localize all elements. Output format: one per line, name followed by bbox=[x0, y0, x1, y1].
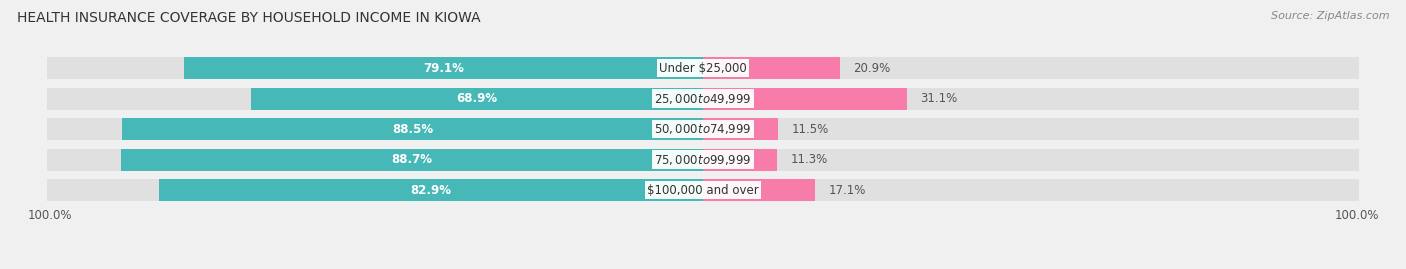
Text: 79.1%: 79.1% bbox=[423, 62, 464, 75]
Text: 11.5%: 11.5% bbox=[792, 123, 828, 136]
Text: Under $25,000: Under $25,000 bbox=[659, 62, 747, 75]
Text: 88.7%: 88.7% bbox=[391, 153, 433, 166]
Bar bbox=[703, 148, 1360, 171]
Text: $75,000 to $99,999: $75,000 to $99,999 bbox=[654, 153, 752, 167]
Bar bbox=[703, 118, 1360, 140]
Text: 100.0%: 100.0% bbox=[27, 209, 72, 222]
Text: $25,000 to $49,999: $25,000 to $49,999 bbox=[654, 92, 752, 106]
Bar bbox=[703, 179, 1360, 201]
Text: 88.5%: 88.5% bbox=[392, 123, 433, 136]
Text: 11.3%: 11.3% bbox=[790, 153, 828, 166]
Bar bbox=[703, 88, 1360, 110]
Bar bbox=[46, 179, 703, 201]
Bar bbox=[703, 179, 815, 201]
Text: $50,000 to $74,999: $50,000 to $74,999 bbox=[654, 122, 752, 136]
Text: 20.9%: 20.9% bbox=[853, 62, 890, 75]
Text: 17.1%: 17.1% bbox=[828, 183, 866, 197]
Text: 100.0%: 100.0% bbox=[1334, 209, 1379, 222]
Bar bbox=[703, 57, 841, 79]
Bar bbox=[703, 88, 907, 110]
Bar bbox=[703, 118, 779, 140]
Bar bbox=[46, 57, 703, 79]
Bar bbox=[122, 118, 703, 140]
Bar bbox=[121, 148, 703, 171]
Bar bbox=[250, 88, 703, 110]
Text: 31.1%: 31.1% bbox=[920, 92, 957, 105]
Bar bbox=[184, 57, 703, 79]
Text: 82.9%: 82.9% bbox=[411, 183, 451, 197]
Bar bbox=[46, 88, 703, 110]
Bar bbox=[46, 148, 703, 171]
Bar bbox=[46, 118, 703, 140]
Bar bbox=[159, 179, 703, 201]
Text: Source: ZipAtlas.com: Source: ZipAtlas.com bbox=[1271, 11, 1389, 21]
Text: $100,000 and over: $100,000 and over bbox=[647, 183, 759, 197]
Text: 68.9%: 68.9% bbox=[457, 92, 498, 105]
Text: HEALTH INSURANCE COVERAGE BY HOUSEHOLD INCOME IN KIOWA: HEALTH INSURANCE COVERAGE BY HOUSEHOLD I… bbox=[17, 11, 481, 25]
Bar bbox=[703, 57, 1360, 79]
Bar bbox=[703, 148, 778, 171]
